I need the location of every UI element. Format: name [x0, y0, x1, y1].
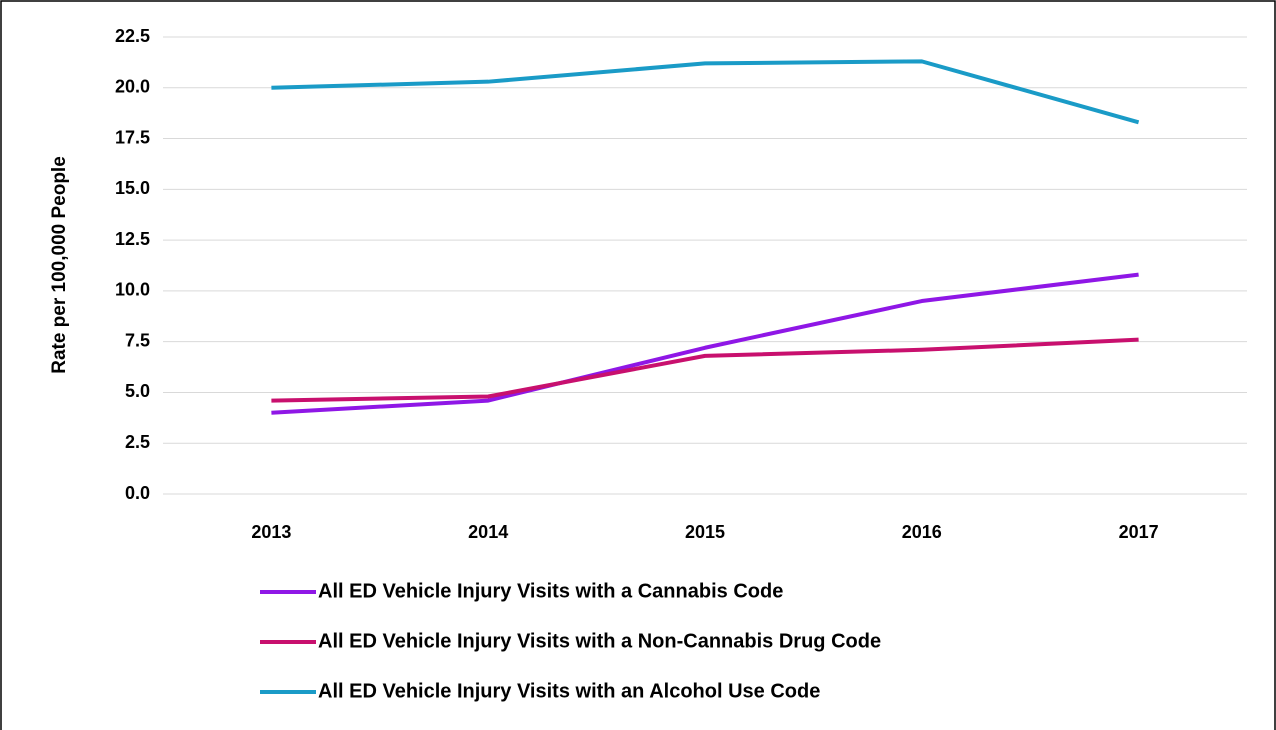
y-tick-label: 20.0: [115, 77, 150, 97]
y-tick-label: 22.5: [115, 26, 150, 46]
x-tick-label: 2014: [468, 522, 508, 542]
legend-label: All ED Vehicle Injury Visits with an Alc…: [318, 680, 820, 702]
y-tick-label: 15.0: [115, 178, 150, 198]
y-tick-label: 10.0: [115, 280, 150, 300]
series-line: [271, 337, 1139, 403]
y-axis-label: Rate per 100,000 People: [49, 156, 70, 374]
series-line: [271, 59, 1140, 125]
y-tick-label: 2.5: [125, 432, 150, 452]
y-tick-label: 17.5: [115, 127, 150, 147]
y-tick-label: 7.5: [125, 330, 150, 350]
y-tick-label: 12.5: [115, 229, 150, 249]
x-tick-label: 2016: [902, 522, 942, 542]
y-tick-label: 5.0: [125, 381, 150, 401]
x-tick-label: 2017: [1119, 522, 1159, 542]
x-tick-label: 2013: [251, 522, 291, 542]
x-tick-label: 2015: [685, 522, 725, 542]
legend-label: All ED Vehicle Injury Visits with a Cann…: [318, 580, 783, 602]
y-tick-label: 0.0: [125, 483, 150, 503]
series-line: [271, 272, 1139, 415]
legend-label: All ED Vehicle Injury Visits with a Non-…: [318, 630, 881, 652]
